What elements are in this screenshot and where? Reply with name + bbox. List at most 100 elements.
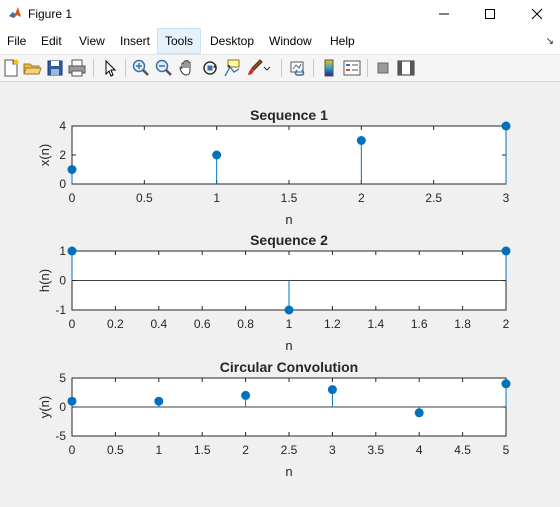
open-file-icon[interactable] — [22, 58, 42, 78]
toolbar-separator — [281, 59, 282, 77]
x-tick-label: 0.5 — [107, 443, 124, 457]
y-axis-label: h(n) — [37, 269, 52, 292]
y-tick-label: 0 — [59, 400, 66, 414]
save-icon[interactable] — [45, 58, 65, 78]
rotate-3d-icon[interactable] — [200, 58, 220, 78]
pan-hand-icon[interactable] — [177, 58, 197, 78]
figure-canvas: 0 0.5 1 1.5 2 2.5 3 0 2 4 Sequence 1 n x(n) 0 0.2 0.4 0.… — [0, 82, 560, 502]
x-tick-label: 3.5 — [367, 443, 384, 457]
x-tick-label: 2 — [358, 191, 365, 205]
stem-marker — [67, 246, 77, 256]
stem-marker — [501, 246, 511, 256]
x-tick-label: 1 — [155, 443, 162, 457]
close-icon — [531, 8, 543, 20]
stem-marker — [327, 385, 337, 395]
minimize-button[interactable] — [421, 0, 467, 28]
menu-window[interactable]: Window — [269, 34, 312, 48]
window-title: Figure 1 — [28, 7, 73, 21]
zoom-out-icon[interactable] — [154, 58, 174, 78]
menu-file[interactable]: File — [7, 34, 27, 48]
stem-marker — [356, 136, 366, 145]
x-tick-label: 0.5 — [136, 191, 153, 205]
title-bar: Figure 1 — [0, 0, 560, 28]
toolbar-separator — [367, 59, 368, 77]
x-tick-label: 0.2 — [107, 317, 124, 331]
chart-title: Sequence 1 — [250, 107, 328, 123]
x-tick-label: 0 — [69, 443, 76, 457]
undock-arrow-icon[interactable]: ↘ — [545, 36, 554, 47]
insert-legend-icon[interactable] — [342, 58, 362, 78]
x-tick-label: 3 — [329, 443, 336, 457]
x-tick-label: 0.6 — [194, 317, 211, 331]
toolbar-separator — [93, 59, 94, 77]
x-tick-label: 2.5 — [425, 191, 442, 205]
zoom-in-icon[interactable] — [131, 58, 151, 78]
x-tick-label: 5 — [503, 443, 510, 457]
x-tick-label: 1.5 — [281, 191, 298, 205]
x-axis-label: n — [285, 338, 292, 353]
print-icon[interactable] — [67, 58, 87, 78]
y-tick-label: -1 — [55, 303, 66, 317]
minimize-icon — [439, 13, 449, 15]
stem-marker — [67, 165, 77, 174]
brush-icon[interactable] — [245, 58, 265, 78]
brush-dropdown-chevron-down-icon[interactable] — [262, 58, 272, 78]
maximize-icon — [485, 9, 495, 19]
x-tick-label: 2 — [503, 317, 510, 331]
plots-svg: 0 0.5 1 1.5 2 2.5 3 0 2 4 Sequence 1 n x(n) 0 0.2 0.4 0.… — [37, 107, 511, 479]
menu-edit[interactable]: Edit — [41, 34, 62, 48]
x-tick-label: 4.5 — [454, 443, 471, 457]
stem-marker — [67, 396, 77, 406]
x-tick-label: 0 — [69, 317, 76, 331]
y-tick-label: -5 — [55, 429, 66, 443]
x-axis-label: n — [285, 464, 292, 479]
x-tick-label: 1 — [286, 317, 293, 331]
x-axis-label: n — [285, 212, 292, 227]
y-tick-label: 2 — [59, 148, 66, 162]
edit-plot-arrow-icon[interactable] — [100, 58, 120, 78]
close-button[interactable] — [514, 0, 560, 28]
stem-marker — [284, 305, 294, 315]
link-plot-icon[interactable] — [288, 58, 308, 78]
x-tick-label: 1.4 — [367, 317, 384, 331]
toolbar-separator — [125, 59, 126, 77]
menu-bar: File Edit View Insert Tools Desktop Wind… — [0, 28, 560, 55]
figure-toolbar — [0, 55, 560, 82]
show-plot-tools-icon[interactable] — [396, 58, 416, 78]
stem-marker — [154, 396, 164, 406]
menu-desktop[interactable]: Desktop — [210, 34, 255, 48]
new-figure-icon[interactable] — [1, 58, 21, 78]
stem-marker — [501, 121, 511, 131]
y-tick-label: 0 — [59, 177, 66, 191]
insert-colorbar-icon[interactable] — [319, 58, 339, 78]
maximize-button[interactable] — [467, 0, 513, 28]
y-tick-label: 4 — [59, 119, 66, 133]
stem-marker — [241, 390, 251, 400]
chart-title: Circular Convolution — [220, 359, 358, 375]
chart-title: Sequence 2 — [250, 232, 328, 248]
x-tick-label: 4 — [416, 443, 423, 457]
stem-marker — [212, 150, 222, 160]
x-tick-label: 2 — [242, 443, 249, 457]
menu-tools[interactable]: Tools — [157, 28, 202, 54]
y-tick-label: 5 — [59, 371, 66, 385]
y-axis-label: x(n) — [37, 144, 52, 166]
hide-plot-tools-icon[interactable] — [373, 58, 393, 78]
x-tick-label: 0.4 — [150, 317, 167, 331]
axes-background — [72, 126, 506, 184]
x-tick-label: 1.6 — [411, 317, 428, 331]
stem-marker — [414, 408, 424, 418]
matlab-logo-icon — [9, 7, 21, 18]
menu-help[interactable]: Help — [330, 34, 355, 48]
x-tick-label: 1.2 — [324, 317, 341, 331]
x-tick-label: 0 — [69, 191, 76, 205]
x-tick-label: 3 — [503, 191, 510, 205]
y-axis-label: y(n) — [37, 396, 52, 418]
x-tick-label: 1.8 — [454, 317, 471, 331]
menu-insert[interactable]: Insert — [120, 34, 151, 48]
menu-view[interactable]: View — [79, 34, 105, 48]
y-tick-label: 1 — [59, 244, 66, 258]
data-cursor-icon[interactable] — [222, 58, 242, 78]
x-tick-label: 2.5 — [281, 443, 298, 457]
y-tick-label: 0 — [59, 274, 66, 288]
